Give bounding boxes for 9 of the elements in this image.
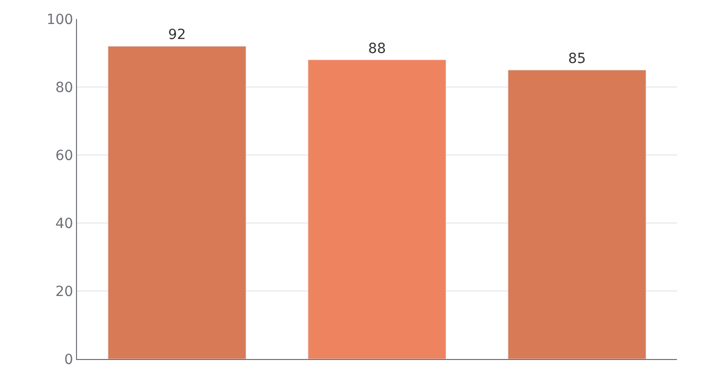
data-label: 85 — [568, 51, 586, 67]
y-tick-label: 60 — [55, 148, 74, 164]
y-tick-label: 80 — [55, 80, 74, 96]
y-tick-label: 20 — [55, 284, 74, 300]
data-label: 92 — [168, 27, 186, 44]
y-tick-label: 100 — [46, 12, 74, 28]
data-label: 88 — [368, 40, 386, 57]
y-tick-label: 40 — [55, 216, 74, 232]
y-tick-label: 0 — [64, 352, 74, 368]
